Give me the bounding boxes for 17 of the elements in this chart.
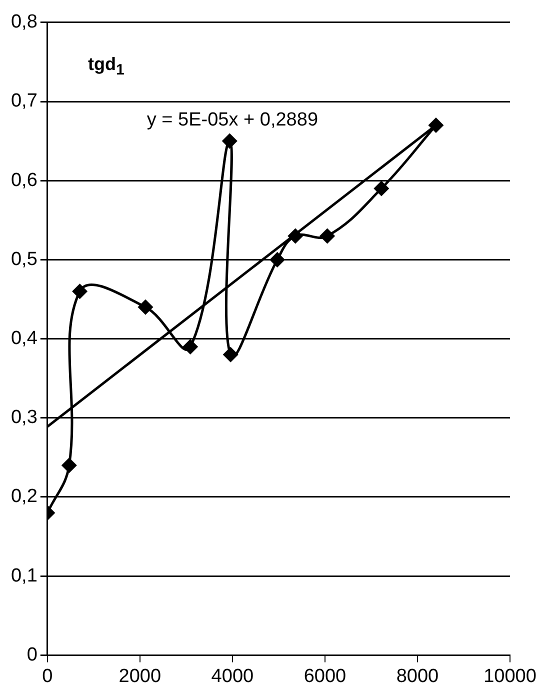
x-tick-label: 4000 bbox=[211, 666, 254, 687]
y-axis-title: tgd$_{1}$ bbox=[88, 54, 124, 79]
y-tick-label: 0,1 bbox=[10, 565, 38, 586]
y-tick-label: 0,8 bbox=[10, 12, 38, 33]
y-tick-label: 0,7 bbox=[10, 90, 38, 112]
x-tick-label: 10000 bbox=[484, 666, 536, 687]
y-tick-label: 0,6 bbox=[10, 170, 38, 191]
x-tick-label: 8000 bbox=[396, 666, 439, 687]
x-tick-label: 0 bbox=[42, 666, 53, 687]
y-tick-label: 0 bbox=[26, 644, 38, 666]
y-tick-label: 0,5 bbox=[10, 248, 38, 270]
y-tick-label: 0,3 bbox=[10, 407, 38, 428]
y-tick-label: 0,2 bbox=[10, 486, 38, 508]
x-tick-label: 2000 bbox=[118, 666, 162, 687]
x-tick-label: 6000 bbox=[304, 666, 346, 687]
y-tick-label: 0,4 bbox=[10, 328, 38, 350]
annotation: y = 5E-05x + 0,2889 bbox=[146, 110, 318, 131]
